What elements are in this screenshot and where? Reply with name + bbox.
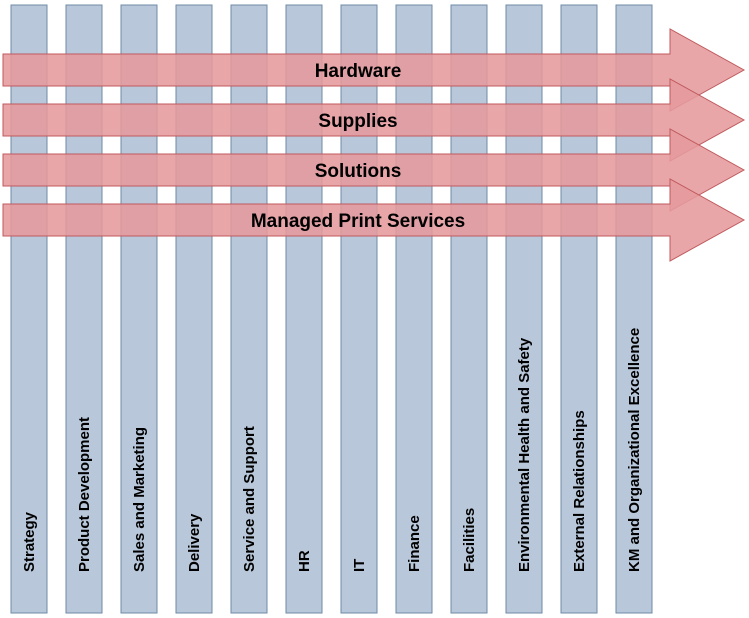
column-label-product-development: Product Development <box>76 417 93 572</box>
arrows-layer <box>2 28 746 262</box>
column-label-service-and-support: Service and Support <box>241 426 258 572</box>
column-label-sales-and-marketing: Sales and Marketing <box>131 427 148 572</box>
columns-layer: Strategy Product Development Sales and Mar… <box>10 4 653 614</box>
arrow-solutions <box>2 128 746 212</box>
arrow-supplies <box>2 78 746 162</box>
column-label-km-and-organizational-excellence: KM and Organizational Excellence <box>626 328 643 572</box>
column-label-facilities: Facilities <box>461 508 478 572</box>
arrow-label-managed-print-services: Managed Print Services <box>251 211 465 232</box>
column-label-finance: Finance <box>406 515 423 572</box>
column-label-delivery: Delivery <box>186 513 203 572</box>
column-label-external-relationships: External Relationships <box>571 410 588 572</box>
arrow-label-hardware: Hardware <box>315 61 402 82</box>
row-labels-layer: Hardware Supplies Solutions Managed Print S… <box>251 61 465 232</box>
column-label-strategy: Strategy <box>21 511 38 572</box>
arrow-label-supplies: Supplies <box>318 111 397 132</box>
arrow-managed-print-services <box>2 178 746 262</box>
column-hr <box>285 4 323 614</box>
column-it <box>340 4 378 614</box>
column-label-hr: HR <box>296 550 313 572</box>
arrow-label-solutions: Solutions <box>315 161 402 182</box>
column-label-environmental-health-and-safety: Environmental Health and Safety <box>516 337 533 572</box>
arrow-hardware <box>2 28 746 112</box>
column-label-it: IT <box>351 559 368 572</box>
